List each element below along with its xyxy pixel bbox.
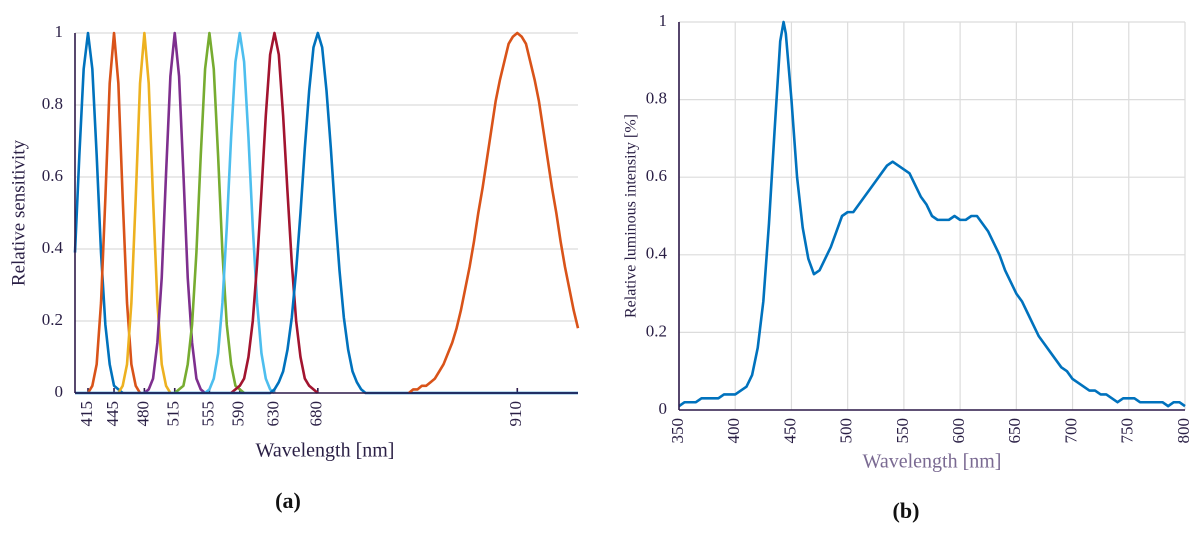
x-tick-label: 750 — [1118, 418, 1137, 444]
x-tick-label: 700 — [1061, 418, 1080, 444]
data-line — [204, 31, 276, 395]
x-tick-label: 415 — [77, 401, 96, 427]
x-tick-label: 630 — [263, 401, 282, 427]
x-tick-label: 600 — [949, 418, 968, 444]
x-axis-label: Wavelength [nm] — [256, 440, 395, 462]
y-tick-label: 1 — [55, 22, 64, 41]
y-tick-label: 0.2 — [646, 321, 667, 340]
x-tick-label: 445 — [103, 401, 122, 427]
y-tick-label: 0.4 — [42, 238, 64, 257]
x-tick-label: 350 — [668, 418, 687, 444]
x-tick-label: 550 — [893, 418, 912, 444]
y-tick-label: 0 — [55, 382, 64, 401]
x-tick-label: 500 — [837, 418, 856, 444]
data-line — [408, 31, 580, 394]
y-tick-label: 0.8 — [42, 94, 63, 113]
y-axis-label: Relative luminous intensity [%] — [623, 114, 640, 318]
data-line — [117, 31, 172, 394]
y-tick-label: 0 — [659, 399, 668, 418]
x-tick-label: 515 — [164, 401, 183, 427]
x-tick-label: 800 — [1174, 418, 1193, 444]
y-tick-label: 0.8 — [646, 89, 667, 108]
data-line — [75, 31, 578, 395]
x-tick-label: 450 — [780, 418, 799, 444]
x-axis-label: Wavelength [nm] — [863, 451, 1002, 473]
caption: (a) — [275, 488, 301, 513]
y-tick-label: 0.6 — [646, 166, 667, 185]
data-line — [173, 31, 245, 395]
x-tick-label: 590 — [229, 401, 248, 427]
data-line — [230, 31, 319, 395]
x-tick-label: 910 — [506, 401, 525, 427]
x-tick-label: 555 — [198, 401, 217, 427]
data-line — [143, 31, 206, 395]
data-line — [86, 31, 142, 394]
data-line — [73, 31, 124, 395]
caption: (b) — [893, 498, 920, 523]
y-tick-label: 0.4 — [646, 244, 668, 263]
x-tick-label: 480 — [133, 401, 152, 427]
y-tick-label: 1 — [659, 11, 668, 30]
x-tick-label: 400 — [724, 418, 743, 444]
x-tick-label: 680 — [307, 401, 326, 427]
x-tick-label: 650 — [1005, 418, 1024, 444]
data-line — [678, 20, 1186, 408]
y-tick-label: 0.6 — [42, 166, 63, 185]
y-axis-label: Relative sensitivity — [8, 139, 29, 286]
y-tick-label: 0.2 — [42, 310, 63, 329]
